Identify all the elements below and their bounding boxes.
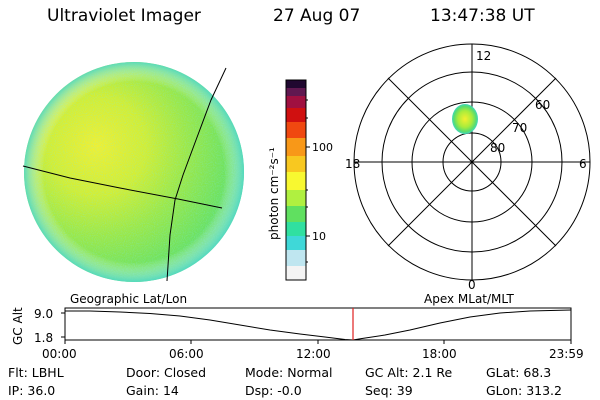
mlt-label-6: 6 <box>579 157 587 171</box>
glat-value: 68.3 <box>523 365 552 380</box>
glon-field: GLon: 313.2 <box>486 383 562 398</box>
glon-value: 313.2 <box>526 383 562 398</box>
mlt-label-0: 0 <box>468 278 476 292</box>
mlat-label-80: 80 <box>490 141 505 155</box>
color-bar-segment <box>286 88 306 96</box>
seq-value: 39 <box>396 383 413 398</box>
instrument-title: Ultraviolet Imager <box>47 6 201 26</box>
altitude-curve <box>65 309 572 341</box>
colorbar-unit-label: photon cm⁻²s⁻¹ <box>267 147 281 240</box>
color-bar-segment <box>286 122 306 138</box>
uv-image-disk <box>22 62 244 282</box>
geographic-caption: Geographic Lat/Lon <box>70 292 188 306</box>
ip-value: 36.0 <box>27 383 56 398</box>
flt-value: LBHL <box>31 365 64 380</box>
color-bar <box>285 79 310 281</box>
color-bar-segment <box>286 222 306 236</box>
color-bar-segment <box>286 156 306 172</box>
glon-label: GLon: <box>486 383 523 398</box>
gc-alt-field: GC Alt: 2.1 Re <box>365 365 452 380</box>
gain-field: Gain: 14 <box>126 383 179 398</box>
gc-alt-axis-label: GC Alt <box>11 307 25 345</box>
color-bar-segment <box>286 250 306 266</box>
apex-caption: Apex MLat/MLT <box>424 292 514 306</box>
color-bar-segment <box>286 190 306 206</box>
mlt-label-12: 12 <box>476 49 491 63</box>
color-bar-segment <box>286 172 306 190</box>
glat-field: GLat: 68.3 <box>486 365 551 380</box>
x-tick-0600: 06:00 <box>169 347 204 361</box>
flt-field: Flt: LBHL <box>8 365 64 380</box>
color-bar-segment <box>286 108 306 122</box>
dsp-label: Dsp: <box>245 383 274 398</box>
seq-label: Seq: <box>365 383 393 398</box>
ip-field: IP: 36.0 <box>8 383 55 398</box>
color-bar-segment <box>286 266 306 280</box>
time-label: 13:47:38 UT <box>430 6 535 26</box>
altitude-plot <box>61 307 572 344</box>
seq-field: Seq: 39 <box>365 383 413 398</box>
y-tick-1.8: 1.8 <box>34 331 53 345</box>
x-tick-1800: 18:00 <box>422 347 457 361</box>
gc-alt-value: 2.1 Re <box>412 365 453 380</box>
door-value: Closed <box>164 365 207 380</box>
color-bar-segment <box>286 80 306 88</box>
mlat-label-60: 60 <box>535 98 550 112</box>
color-bar-segment <box>286 138 306 156</box>
flt-label: Flt: <box>8 365 28 380</box>
color-bar-segment <box>286 206 306 222</box>
y-tick-9: 9.0 <box>34 307 53 321</box>
glat-label: GLat: <box>486 365 520 380</box>
gain-label: Gain: <box>126 383 159 398</box>
gain-value: 14 <box>162 383 179 398</box>
ip-label: IP: <box>8 383 24 398</box>
geographic-meridian-line <box>166 67 227 282</box>
mlat-label-70: 70 <box>512 121 527 135</box>
dsp-field: Dsp: -0.0 <box>245 383 302 398</box>
gc-alt-label: GC Alt: <box>365 365 409 380</box>
auroral-emission-blob <box>452 104 478 134</box>
colorbar-tick-label-10: 10 <box>312 230 326 243</box>
mlt-label-18: 18 <box>345 157 360 171</box>
mode-field: Mode: Normal <box>245 365 333 380</box>
x-tick-2359: 23:59 <box>549 347 584 361</box>
polar-plot <box>353 43 591 281</box>
x-tick-1200: 12:00 <box>296 347 331 361</box>
colorbar-tick-label-100: 100 <box>312 141 333 154</box>
geographic-parallel-line <box>22 165 223 209</box>
mode-value: Normal <box>287 365 333 380</box>
door-label: Door: <box>126 365 161 380</box>
date-label: 27 Aug 07 <box>273 6 361 26</box>
door-field: Door: Closed <box>126 365 206 380</box>
color-bar-segment <box>286 236 306 250</box>
x-tick-0000: 00:00 <box>42 347 77 361</box>
dsp-value: -0.0 <box>277 383 302 398</box>
mode-label: Mode: <box>245 365 284 380</box>
color-bar-segment <box>286 96 306 108</box>
